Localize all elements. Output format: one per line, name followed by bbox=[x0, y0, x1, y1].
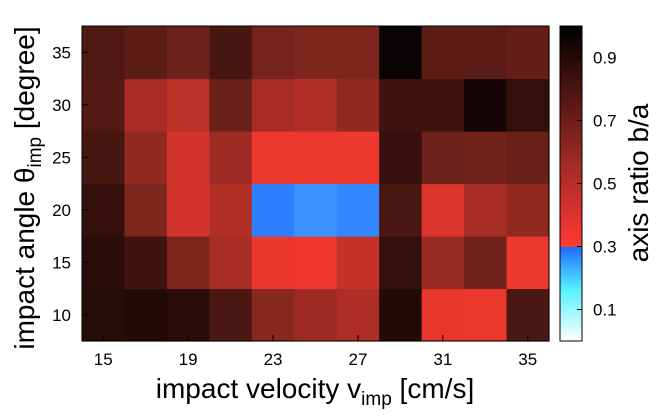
heatmap-cell bbox=[82, 131, 126, 185]
y-tick-label: 20 bbox=[52, 201, 71, 220]
colorbar-tick-label: 0.1 bbox=[593, 301, 617, 320]
heatmap-cell bbox=[82, 183, 126, 237]
heatmap-cell bbox=[82, 288, 126, 342]
heatmap-cell bbox=[209, 26, 253, 80]
heatmap-cell bbox=[251, 131, 295, 185]
x-tick-label: 35 bbox=[518, 350, 537, 369]
y-tick-label: 25 bbox=[52, 148, 71, 167]
heatmap-cell bbox=[506, 26, 550, 80]
heatmap-cell bbox=[209, 288, 253, 342]
heatmap-cell bbox=[464, 236, 508, 290]
heatmap-cell bbox=[336, 236, 380, 290]
heatmap-cell bbox=[421, 236, 465, 290]
heatmap-cell bbox=[379, 78, 423, 132]
heatmap-cell bbox=[421, 78, 465, 132]
x-tick-label: 15 bbox=[94, 350, 113, 369]
heatmap-cell bbox=[506, 78, 550, 132]
heatmap-cell bbox=[294, 78, 338, 132]
heatmap-cell bbox=[379, 183, 423, 237]
heatmap-cell bbox=[464, 78, 508, 132]
heatmap-cell bbox=[379, 26, 423, 80]
heatmap-cell bbox=[464, 131, 508, 185]
heatmap-cell bbox=[251, 288, 295, 342]
heatmap-cell bbox=[336, 131, 380, 185]
heatmap-cell bbox=[464, 288, 508, 342]
heatmap-cell bbox=[124, 288, 168, 342]
heatmap-cell bbox=[294, 288, 338, 342]
y-axis-label: impact angle θimp [degree] bbox=[9, 26, 46, 349]
colorbar-warm-segment bbox=[560, 26, 582, 247]
colorbar: 0.1 0.3 0.5 0.7 0.9 bbox=[559, 25, 617, 342]
x-tick-label: 19 bbox=[179, 350, 198, 369]
heatmap-cell bbox=[166, 288, 210, 342]
heatmap-cell bbox=[379, 288, 423, 342]
y-tick-label: 35 bbox=[52, 43, 71, 62]
heatmap-cell bbox=[166, 78, 210, 132]
heatmap-cell bbox=[294, 26, 338, 80]
colorbar-tick-label: 0.5 bbox=[593, 175, 617, 194]
heatmap-cell bbox=[82, 236, 126, 290]
heatmap-cell bbox=[421, 26, 465, 80]
heatmap-cell bbox=[379, 131, 423, 185]
heatmap-cell bbox=[209, 236, 253, 290]
heatmap-cell bbox=[251, 236, 295, 290]
heatmap-cell bbox=[166, 236, 210, 290]
y-tick-label: 15 bbox=[52, 253, 71, 272]
heatmap-cell bbox=[421, 131, 465, 185]
heatmap-cell bbox=[294, 236, 338, 290]
colorbar-label: axis ratio b/a bbox=[623, 103, 654, 262]
y-axis-ticks: 10 15 20 25 30 35 bbox=[52, 43, 88, 325]
heatmap-cell bbox=[124, 183, 168, 237]
heatmap-cell bbox=[82, 78, 126, 132]
heatmap-cell bbox=[251, 26, 295, 80]
heatmap-cell bbox=[251, 78, 295, 132]
heatmap-cell bbox=[294, 131, 338, 185]
heatmap-cells bbox=[82, 26, 550, 342]
y-tick-label: 30 bbox=[52, 96, 71, 115]
heatmap-cell bbox=[294, 183, 338, 237]
heatmap-cell bbox=[124, 78, 168, 132]
heatmap-cell bbox=[336, 78, 380, 132]
heatmap-cell bbox=[209, 78, 253, 132]
heatmap-cell bbox=[124, 236, 168, 290]
heatmap-cell bbox=[82, 26, 126, 80]
heatmap-cell bbox=[166, 131, 210, 185]
heatmap-cell bbox=[124, 131, 168, 185]
heatmap-cell bbox=[336, 183, 380, 237]
heatmap-cell bbox=[124, 26, 168, 80]
colorbar-tick-label: 0.3 bbox=[593, 238, 617, 257]
heatmap-cell bbox=[166, 26, 210, 80]
heatmap-cell bbox=[506, 131, 550, 185]
heatmap-cell bbox=[464, 183, 508, 237]
x-axis-ticks: 15 19 23 27 31 35 bbox=[94, 335, 537, 369]
colorbar-ticks: 0.1 0.3 0.5 0.7 0.9 bbox=[577, 49, 617, 320]
colorbar-cool-segment bbox=[560, 247, 582, 341]
heatmap-cell bbox=[464, 26, 508, 80]
y-tick-label: 10 bbox=[52, 306, 71, 325]
heatmap-cell bbox=[336, 26, 380, 80]
x-tick-label: 27 bbox=[348, 350, 367, 369]
heatmap-cell bbox=[209, 183, 253, 237]
colorbar-tick-label: 0.9 bbox=[593, 49, 617, 68]
heatmap-cell bbox=[506, 236, 550, 290]
x-tick-label: 23 bbox=[264, 350, 283, 369]
heatmap-cell bbox=[166, 183, 210, 237]
heatmap-cell bbox=[506, 288, 550, 342]
heatmap-cell bbox=[251, 183, 295, 237]
heatmap-cell bbox=[506, 183, 550, 237]
x-tick-label: 31 bbox=[433, 350, 452, 369]
x-axis-label: impact velocity vimp [cm/s] bbox=[156, 373, 474, 410]
heatmap-cell bbox=[421, 288, 465, 342]
colorbar-tick-label: 0.7 bbox=[593, 112, 617, 131]
heatmap-cell bbox=[379, 236, 423, 290]
heatmap-cell bbox=[336, 288, 380, 342]
heatmap-cell bbox=[421, 183, 465, 237]
plot-frame bbox=[81, 25, 550, 342]
heatmap-cell bbox=[209, 131, 253, 185]
